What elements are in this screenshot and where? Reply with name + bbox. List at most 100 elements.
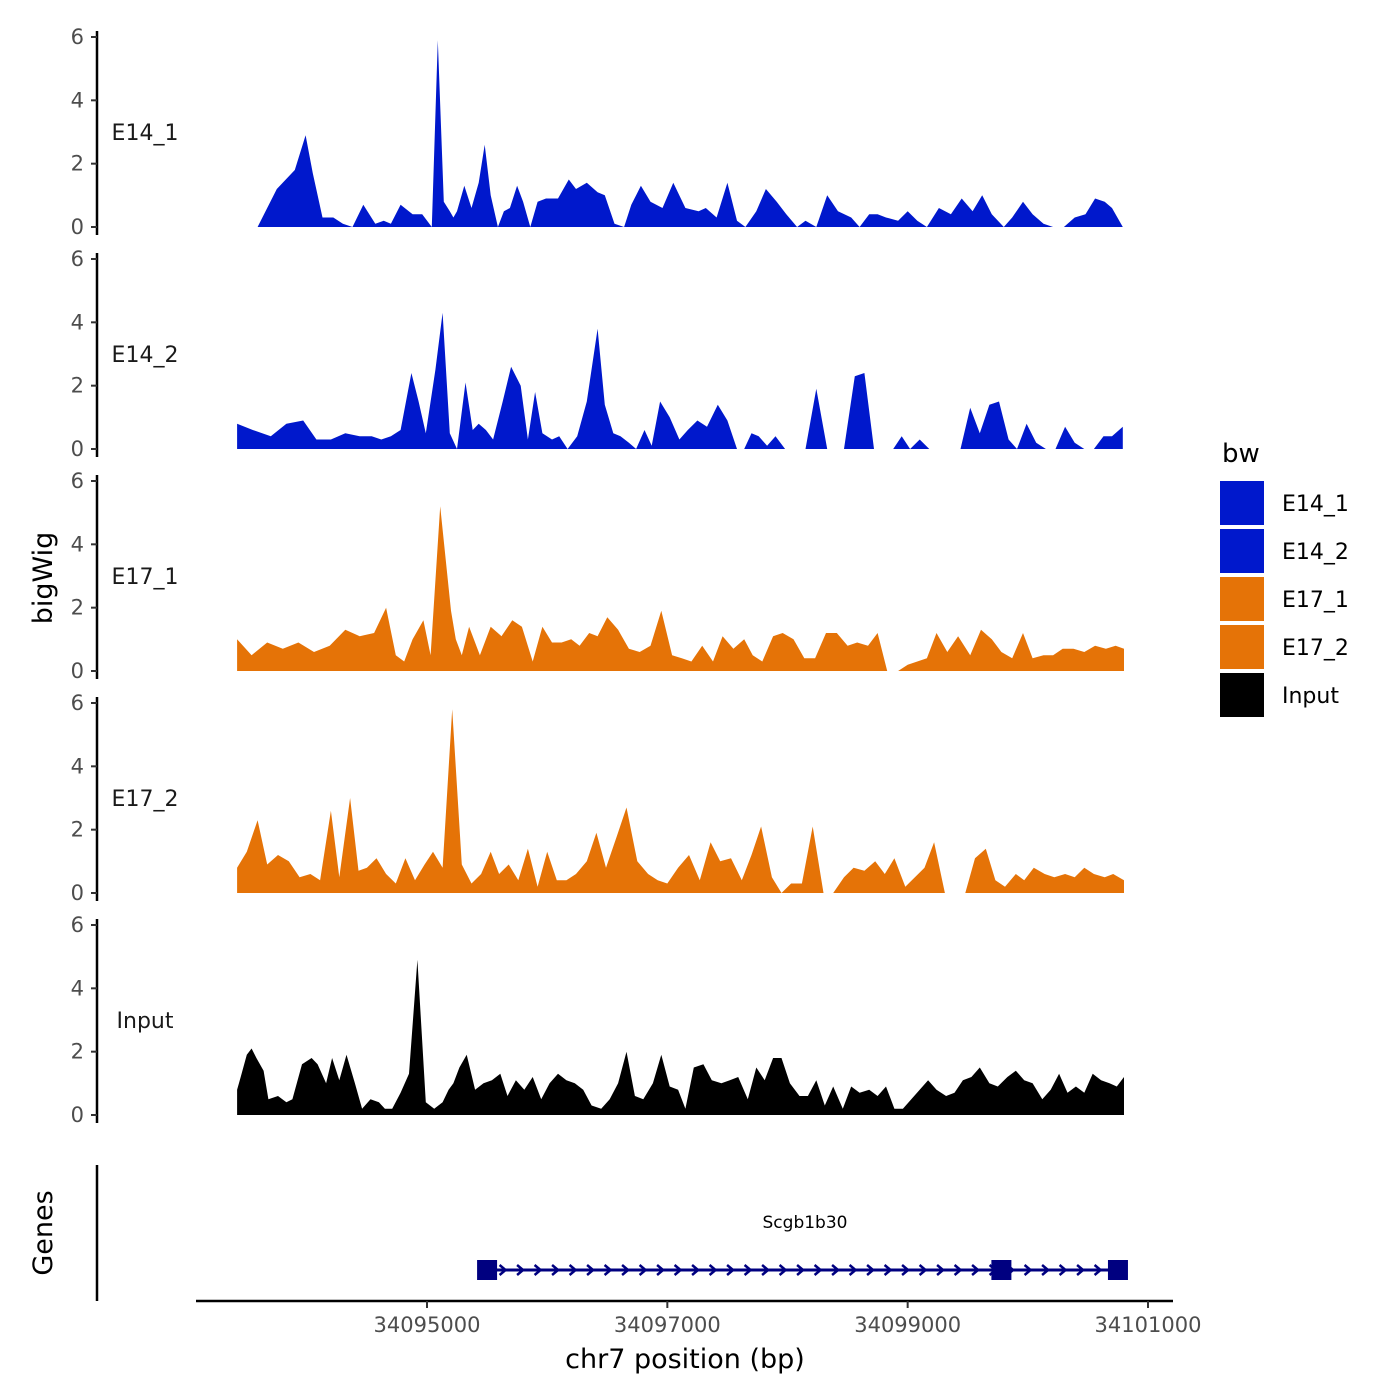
gene-exon	[991, 1260, 1012, 1280]
legend-swatch	[1220, 529, 1264, 573]
area-e14-2	[237, 312, 1123, 449]
x-ticks: 34095000 34097000 34099000 34101000	[374, 1301, 1202, 1337]
strand-arrow	[691, 1264, 701, 1276]
y-tick-label: 4	[71, 754, 84, 778]
strand-arrow	[813, 1264, 823, 1276]
gene-panel: Genes Scgb1b30	[28, 1165, 1128, 1301]
y-tick-label: 2	[71, 152, 84, 176]
legend-item-e14-2: E14_2	[1220, 529, 1349, 573]
strand-arrow	[1041, 1264, 1051, 1276]
strand-arrow	[1023, 1264, 1033, 1276]
track-label-e14-2: E14_2	[112, 343, 179, 368]
strand-arrow	[621, 1264, 631, 1276]
strand-arrow	[831, 1264, 841, 1276]
y-tick-label: 6	[71, 469, 84, 493]
x-axis-title: chr7 position (bp)	[565, 1344, 805, 1375]
x-tick-label: 34099000	[854, 1313, 961, 1337]
gene-track	[477, 1260, 1128, 1280]
track-e14-2: 0 2 4 6 E14_2	[71, 247, 1123, 461]
strand-arrow	[516, 1264, 526, 1276]
legend-swatch	[1220, 673, 1264, 717]
legend-swatch	[1220, 481, 1264, 525]
y-tick-label: 4	[71, 532, 84, 556]
x-axis: 34095000 34097000 34099000 34101000 chr7 po…	[196, 1299, 1202, 1375]
y-tick-label: 2	[71, 374, 84, 398]
legend-item-e17-1: E17_1	[1220, 577, 1349, 621]
y-tick-label: 6	[71, 691, 84, 715]
y-tick-label: 0	[71, 659, 84, 683]
strand-arrow	[953, 1264, 963, 1276]
strand-arrow	[778, 1264, 788, 1276]
legend-swatch	[1220, 577, 1264, 621]
strand-arrow	[743, 1264, 753, 1276]
strand-arrow	[901, 1264, 911, 1276]
strand-arrow	[568, 1264, 578, 1276]
y-tick-label: 2	[71, 596, 84, 620]
strand-arrow	[586, 1264, 596, 1276]
strand-arrow	[883, 1264, 893, 1276]
y-tick-label: 2	[71, 1040, 84, 1064]
track-label-e17-2: E17_2	[112, 787, 179, 812]
gene-exon	[477, 1260, 498, 1280]
y-tick-label: 6	[71, 247, 84, 271]
y-axis-title: bigWig	[28, 532, 59, 625]
strand-arrow	[936, 1264, 946, 1276]
track-input: 0 2 4 6 Input	[71, 913, 1125, 1127]
strand-arrow	[1076, 1264, 1086, 1276]
area-e14-1	[257, 40, 1123, 228]
x-tick-label: 34097000	[614, 1313, 721, 1337]
legend-item-e14-1: E14_1	[1220, 481, 1349, 525]
legend-label: E17_1	[1282, 588, 1349, 613]
gene-panel-title: Genes	[28, 1190, 59, 1275]
legend-label: E14_2	[1282, 540, 1349, 565]
track-label-e14-1: E14_1	[112, 121, 179, 146]
y-tick-label: 6	[71, 25, 84, 49]
strand-arrow	[918, 1264, 928, 1276]
strand-arrow	[638, 1264, 648, 1276]
strand-arrow	[796, 1264, 806, 1276]
track-e17-1: 0 2 4 6 E17_1	[71, 469, 1125, 683]
gene-label: Scgb1b30	[763, 1213, 848, 1233]
strand-arrow	[971, 1264, 981, 1276]
track-e17-2: 0 2 4 6 E17_2	[71, 691, 1125, 905]
legend-item-e17-2: E17_2	[1220, 625, 1349, 669]
strand-arrow	[708, 1264, 718, 1276]
legend-swatch	[1220, 625, 1264, 669]
area-input	[237, 959, 1125, 1115]
legend-title: bw	[1222, 439, 1260, 469]
area-e17-1	[237, 506, 1125, 671]
y-tick-label: 6	[71, 913, 84, 937]
strand-arrow	[673, 1264, 683, 1276]
legend-label: E14_1	[1282, 492, 1349, 517]
strand-arrow	[498, 1264, 508, 1276]
legend: bw E14_1 E14_2 E17_1 E17_2 Input	[1220, 439, 1349, 717]
strand-arrow	[551, 1264, 561, 1276]
y-tick-label: 0	[71, 437, 84, 461]
strand-arrow	[603, 1264, 613, 1276]
x-tick-label: 34101000	[1095, 1313, 1202, 1337]
legend-label: E17_2	[1282, 636, 1349, 661]
y-tick-label: 0	[71, 215, 84, 239]
y-tick-label: 2	[71, 818, 84, 842]
strand-arrow	[726, 1264, 736, 1276]
tracks-group: 0 2 4 6 E14_1 0 2 4 6 E14_2 0 2 4 6 E17_1 0 2 4 6 E17_2 0 2 4 6…	[71, 25, 1125, 1127]
strand-arrow	[533, 1264, 543, 1276]
legend-items: E14_1 E14_2 E17_1 E17_2 Input	[1220, 481, 1349, 717]
y-tick-label: 4	[71, 310, 84, 334]
legend-label: Input	[1282, 684, 1339, 709]
area-e17-2	[237, 709, 1125, 893]
gene-exon	[1107, 1260, 1128, 1280]
track-label-input: Input	[117, 1009, 174, 1034]
legend-item-input: Input	[1220, 673, 1339, 717]
strand-arrow	[848, 1264, 858, 1276]
y-tick-label: 4	[71, 88, 84, 112]
track-label-e17-1: E17_1	[112, 565, 179, 590]
strand-arrow	[656, 1264, 666, 1276]
x-tick-label: 34095000	[374, 1313, 481, 1337]
strand-arrow	[1058, 1264, 1068, 1276]
y-tick-label: 0	[71, 1103, 84, 1127]
y-tick-label: 0	[71, 881, 84, 905]
strand-arrow	[1093, 1264, 1103, 1276]
track-e14-1: 0 2 4 6 E14_1	[71, 25, 1123, 239]
